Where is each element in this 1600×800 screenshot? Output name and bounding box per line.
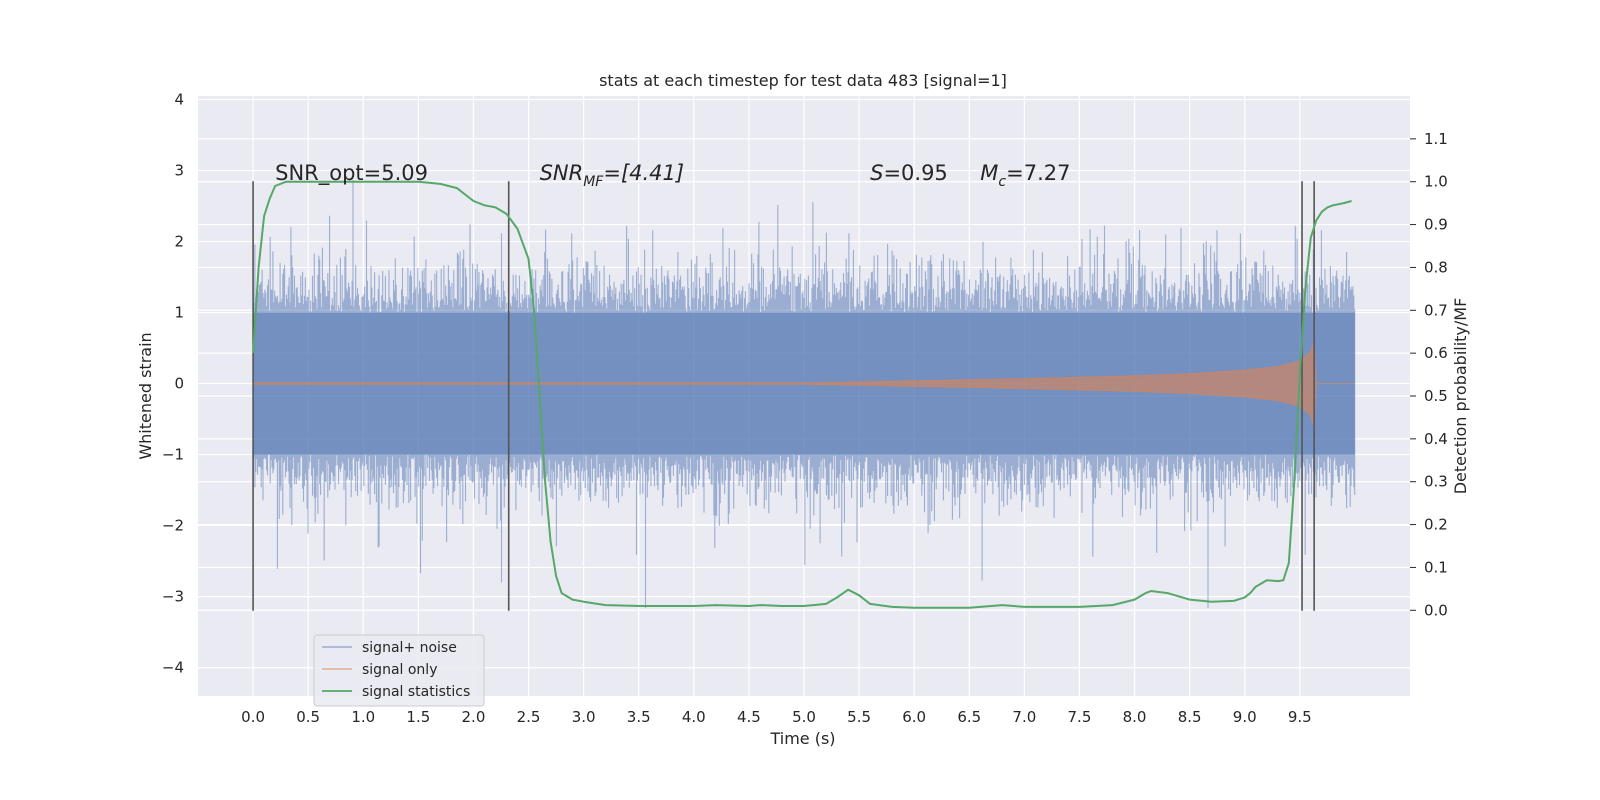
y-tick-label: −1 [162,446,184,464]
annotation-1: SNRMF=[4.41] [540,161,685,190]
y2-tick-label: 0.5 [1424,387,1448,405]
signal-only-envelope [252,339,1355,428]
legend-label-signal-statistics: signal statistics [362,684,470,700]
x-tick-label: 2.5 [517,708,541,726]
y2-tick-label: 0.6 [1424,344,1448,362]
signal-statistics-line [252,180,1352,609]
y-tick-label: −4 [162,659,184,677]
legend-box [313,634,485,707]
x-tick-label: 9.0 [1233,708,1257,726]
y-tick-label: 3 [174,162,184,180]
y2-tick-label: 1.1 [1424,130,1448,148]
x-tick-label: 8.0 [1123,708,1147,726]
x-tick-label: 0.0 [241,708,265,726]
y2-tick-label: 0.0 [1424,601,1448,619]
x-tick-label: 2.0 [462,708,486,726]
y-tick-label: −3 [162,588,184,606]
y2-tick-label: 0.7 [1424,301,1448,319]
y2-tick-label: 0.4 [1424,430,1448,448]
annotation-2: S=0.95 [870,161,948,185]
legend-label-signal-only: signal only [362,662,437,678]
y-tick-label: 0 [174,375,184,393]
x-tick-label: 5.0 [792,708,816,726]
x-tick-label: 5.5 [847,708,871,726]
y-axis-label: Whitened strain [136,332,155,459]
y-tick-label: −2 [162,517,184,535]
y-tick-label: 2 [174,233,184,251]
signal-only-series [252,339,1355,428]
x-tick-label: 9.5 [1288,708,1312,726]
x-tick-label: 7.0 [1012,708,1036,726]
annotation-0: SNR_opt=5.09 [275,161,428,186]
y2-axis-label: Detection probability/MF [1451,298,1470,495]
legend-label-signal-noise: signal+ noise [362,640,457,656]
x-axis-label: Time (s) [769,729,835,748]
x-tick-label: 1.0 [351,708,375,726]
annotation-3: Mc=7.27 [980,161,1070,190]
x-tick-label: 3.0 [572,708,596,726]
x-tick-label: 6.5 [957,708,981,726]
y2-tick-label: 0.3 [1424,473,1448,491]
y-tick-label: 1 [174,304,184,322]
x-tick-label: 0.5 [296,708,320,726]
ticks: 0.0 0.5 1.0 1.5 2.0 2.5 3.0 3.5 4.0 4.5 5.0 5.5 6.0 6… [162,91,1448,726]
signal-statistics-series [252,180,1352,609]
x-tick-label: 8.5 [1178,708,1202,726]
y2-tick-label: 0.1 [1424,558,1448,576]
legend: signal+ noise signal only signal statist… [313,634,485,707]
annotations: SNR_opt=5.09 SNRMF=[4.41] S=0.95 Mc=7.27 [275,161,1070,190]
x-tick-label: 7.5 [1068,708,1092,726]
x-tick-label: 6.0 [902,708,926,726]
chart-title: stats at each timestep for test data 483… [599,71,1007,90]
y2-tick-label: 0.8 [1424,258,1448,276]
x-tick-label: 4.0 [682,708,706,726]
x-tick-label: 4.5 [737,708,761,726]
vertical-markers [252,181,1315,611]
y-tick-label: 4 [174,91,184,109]
y2-tick-label: 1.0 [1424,173,1448,191]
x-tick-label: 1.5 [406,708,430,726]
y2-tick-label: 0.9 [1424,216,1448,234]
x-tick-label: 3.5 [627,708,651,726]
y2-tick-label: 0.2 [1424,516,1448,534]
